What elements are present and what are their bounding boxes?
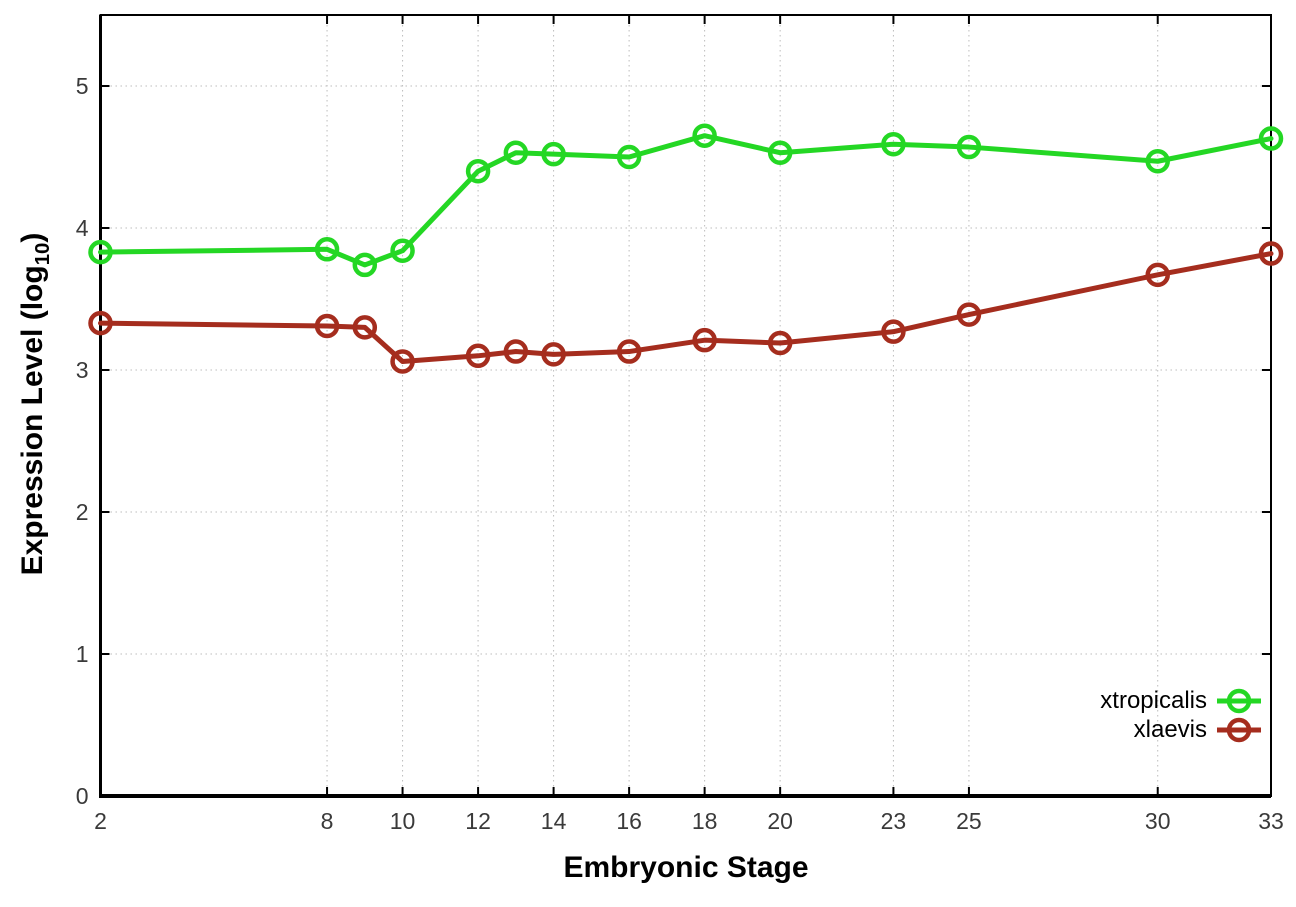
y-tick-label: 0	[76, 783, 89, 809]
legend-marker-open-circle-green	[1217, 688, 1261, 713]
y-tick-label: 3	[76, 357, 89, 383]
x-tick-label: 16	[616, 808, 642, 834]
series-xtropicalis-point	[465, 158, 491, 184]
series-xlaevis-point	[1258, 241, 1284, 266]
series-xlaevis-point	[767, 330, 793, 356]
x-tick-label: 18	[692, 808, 718, 834]
x-tick-label: 12	[465, 808, 491, 834]
legend-item-xtropicalis: xtropicalis	[1100, 686, 1262, 715]
y-tick-label: 4	[76, 215, 89, 241]
x-tick-label: 20	[767, 808, 793, 834]
series-xtropicalis-point	[352, 252, 378, 278]
x-tick-label: 23	[881, 808, 907, 834]
y-axis-title-subscript: 10	[31, 242, 54, 266]
y-tick-label: 2	[76, 499, 89, 525]
series-xtropicalis-point	[390, 238, 415, 263]
series-xtropicalis-point	[314, 237, 340, 262]
series-xlaevis-point	[314, 313, 340, 339]
y-axis-title: Expression Level (log10)	[16, 232, 54, 576]
series-xlaevis-point	[390, 349, 415, 374]
series-xlaevis-point	[541, 342, 566, 367]
y-tick-label: 5	[76, 73, 89, 99]
series-xtropicalis-point	[1145, 149, 1170, 174]
x-axis-title: Embryonic Stage	[563, 851, 809, 884]
x-tick-label: 33	[1258, 808, 1284, 834]
x-tick-label: 2	[94, 808, 107, 834]
x-tick-label: 25	[956, 808, 982, 834]
x-tick-label: 8	[321, 808, 334, 834]
legend-item-xlaevis: xlaevis	[1100, 715, 1262, 744]
series-xlaevis-line	[98, 251, 1274, 364]
series-xlaevis-point	[88, 310, 113, 336]
legend-marker-open-circle-red	[1217, 717, 1261, 742]
legend-label-xlaevis: xlaevis	[1133, 715, 1207, 743]
series-xtropicalis-point	[881, 131, 906, 157]
series-xtropicalis-point	[1258, 126, 1284, 151]
legend: xtropicalis xlaevis	[1100, 686, 1262, 744]
series-xlaevis-point	[465, 343, 491, 369]
series-xtropicalis-line	[98, 133, 1274, 268]
series-xtropicalis-point	[503, 140, 529, 165]
series-xtropicalis-point	[956, 134, 982, 160]
legend-label-xtropicalis: xtropicalis	[1100, 686, 1207, 714]
series-xlaevis-point	[616, 339, 642, 364]
series-xlaevis-point	[881, 319, 906, 344]
series-xtropicalis-point	[541, 141, 566, 167]
series-xlaevis-point	[1145, 262, 1170, 288]
series-xtropicalis-point	[88, 239, 113, 265]
y-axis-title-text: Expression Level (log	[16, 265, 49, 576]
y-tick-label: 1	[76, 641, 89, 667]
plot-border	[99, 14, 1272, 797]
series-xtropicalis-point	[767, 140, 793, 165]
y-axis-title-suffix: )	[16, 232, 49, 243]
series-xtropicalis-point	[616, 144, 642, 170]
series-xlaevis-point	[956, 302, 982, 327]
series-xtropicalis-point	[692, 123, 717, 148]
x-tick-label: 14	[541, 808, 567, 834]
x-tick-label: 30	[1145, 808, 1171, 834]
series-xlaevis-point	[503, 339, 529, 364]
x-tick-label: 10	[390, 808, 416, 834]
series-xlaevis-point	[692, 327, 717, 353]
series-xlaevis-point	[352, 315, 378, 340]
